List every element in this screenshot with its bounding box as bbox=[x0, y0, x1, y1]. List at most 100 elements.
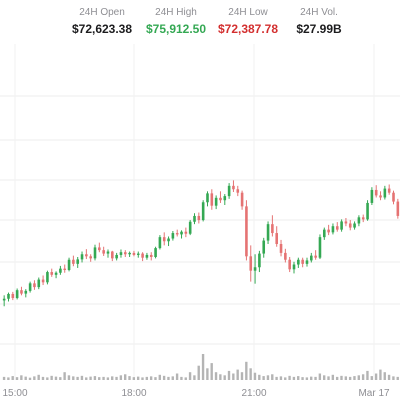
candle-body bbox=[63, 268, 67, 270]
candle bbox=[327, 224, 330, 236]
candle-body bbox=[210, 193, 214, 206]
candle-body bbox=[262, 240, 266, 254]
candle-body bbox=[240, 192, 244, 207]
candle bbox=[175, 229, 179, 237]
candle-body bbox=[46, 272, 49, 283]
candle bbox=[344, 218, 348, 227]
candle bbox=[132, 250, 136, 257]
candle bbox=[249, 245, 253, 282]
candle bbox=[279, 239, 283, 257]
candle bbox=[188, 220, 192, 236]
volume-bar bbox=[50, 375, 53, 380]
candle bbox=[89, 254, 92, 262]
volume-bar bbox=[310, 376, 313, 380]
candle bbox=[63, 264, 67, 273]
volume-bar bbox=[128, 376, 131, 380]
candle-body bbox=[119, 252, 123, 255]
volume-bar bbox=[59, 377, 62, 380]
volume-bar bbox=[374, 373, 378, 380]
volume-bar bbox=[123, 374, 127, 380]
candle-body bbox=[136, 253, 140, 255]
volume-bar bbox=[76, 376, 79, 380]
candle-body bbox=[167, 238, 170, 242]
candle-body bbox=[331, 226, 335, 233]
volume-bar bbox=[288, 375, 291, 380]
candle bbox=[123, 250, 127, 257]
candle bbox=[193, 213, 196, 225]
candle-body bbox=[20, 290, 23, 294]
stats-bar: 24H Open $72,623.38 24H High $75,912.50 … bbox=[0, 0, 400, 44]
candle bbox=[223, 194, 227, 205]
volume-bar bbox=[154, 377, 157, 380]
candle-body bbox=[193, 215, 196, 222]
candle-body bbox=[223, 196, 227, 201]
candle bbox=[41, 275, 45, 286]
volume-bar bbox=[162, 375, 166, 380]
stat-high: 24H High $75,912.50 bbox=[134, 6, 218, 38]
stat-volume: 24H Vol. $27.99B bbox=[284, 6, 354, 38]
candle bbox=[357, 215, 361, 227]
candle-body bbox=[175, 233, 179, 235]
volume-bar bbox=[11, 376, 14, 380]
candle bbox=[46, 270, 49, 285]
candle bbox=[154, 246, 157, 259]
candle-body bbox=[76, 259, 80, 264]
volume-bar bbox=[331, 374, 335, 380]
candle-body bbox=[271, 224, 274, 234]
chart-grid bbox=[0, 44, 400, 380]
volume-bar bbox=[175, 373, 179, 380]
candle bbox=[361, 214, 365, 223]
candle-body bbox=[297, 259, 300, 265]
candle-body bbox=[115, 254, 118, 259]
candle bbox=[305, 257, 309, 267]
volume-bar bbox=[379, 369, 382, 380]
volume-bar bbox=[305, 377, 309, 380]
price-chart[interactable]: 15:00 18:00 21:00 Mar 17 bbox=[0, 44, 400, 400]
candle bbox=[383, 185, 387, 200]
candle-body bbox=[184, 231, 188, 234]
candle-body bbox=[327, 229, 330, 233]
candle bbox=[392, 190, 395, 205]
volume-bar bbox=[63, 372, 66, 380]
candle-body bbox=[28, 283, 32, 291]
volume-bar bbox=[111, 376, 114, 380]
volume-bar bbox=[266, 375, 270, 380]
candle-body bbox=[348, 223, 352, 228]
volume-bar bbox=[214, 372, 218, 380]
candle-body bbox=[33, 283, 36, 288]
candle bbox=[128, 251, 131, 257]
candle-body bbox=[93, 247, 97, 259]
candle bbox=[387, 184, 391, 195]
candle bbox=[232, 180, 235, 192]
volume-bar bbox=[80, 375, 84, 380]
candle-body bbox=[132, 252, 136, 255]
volume-bar bbox=[41, 376, 45, 380]
candle-body bbox=[72, 259, 75, 264]
candle-body bbox=[284, 252, 287, 260]
volume-bar bbox=[24, 376, 27, 380]
candle bbox=[366, 200, 369, 221]
volume-bar bbox=[357, 375, 360, 380]
candle bbox=[115, 252, 118, 261]
volume-bar bbox=[335, 376, 339, 380]
volume-bar bbox=[7, 377, 10, 380]
candle-body bbox=[54, 272, 58, 275]
candle bbox=[288, 257, 291, 273]
candle bbox=[149, 252, 153, 261]
candle bbox=[258, 250, 261, 273]
candle bbox=[15, 288, 19, 300]
volume-bar bbox=[210, 363, 213, 380]
volume-bar bbox=[279, 376, 283, 380]
candle-body bbox=[11, 293, 15, 299]
candle bbox=[227, 183, 231, 199]
stat-open: 24H Open $72,623.38 bbox=[62, 6, 142, 38]
candle-body bbox=[227, 185, 231, 197]
volume-bar bbox=[297, 376, 300, 380]
volume-bar bbox=[253, 372, 257, 380]
volume-bars bbox=[2, 354, 399, 380]
candle bbox=[310, 252, 313, 263]
volume-bar bbox=[240, 372, 244, 380]
candle-body bbox=[197, 215, 201, 221]
candle bbox=[353, 221, 356, 230]
volume-bar bbox=[54, 376, 58, 380]
